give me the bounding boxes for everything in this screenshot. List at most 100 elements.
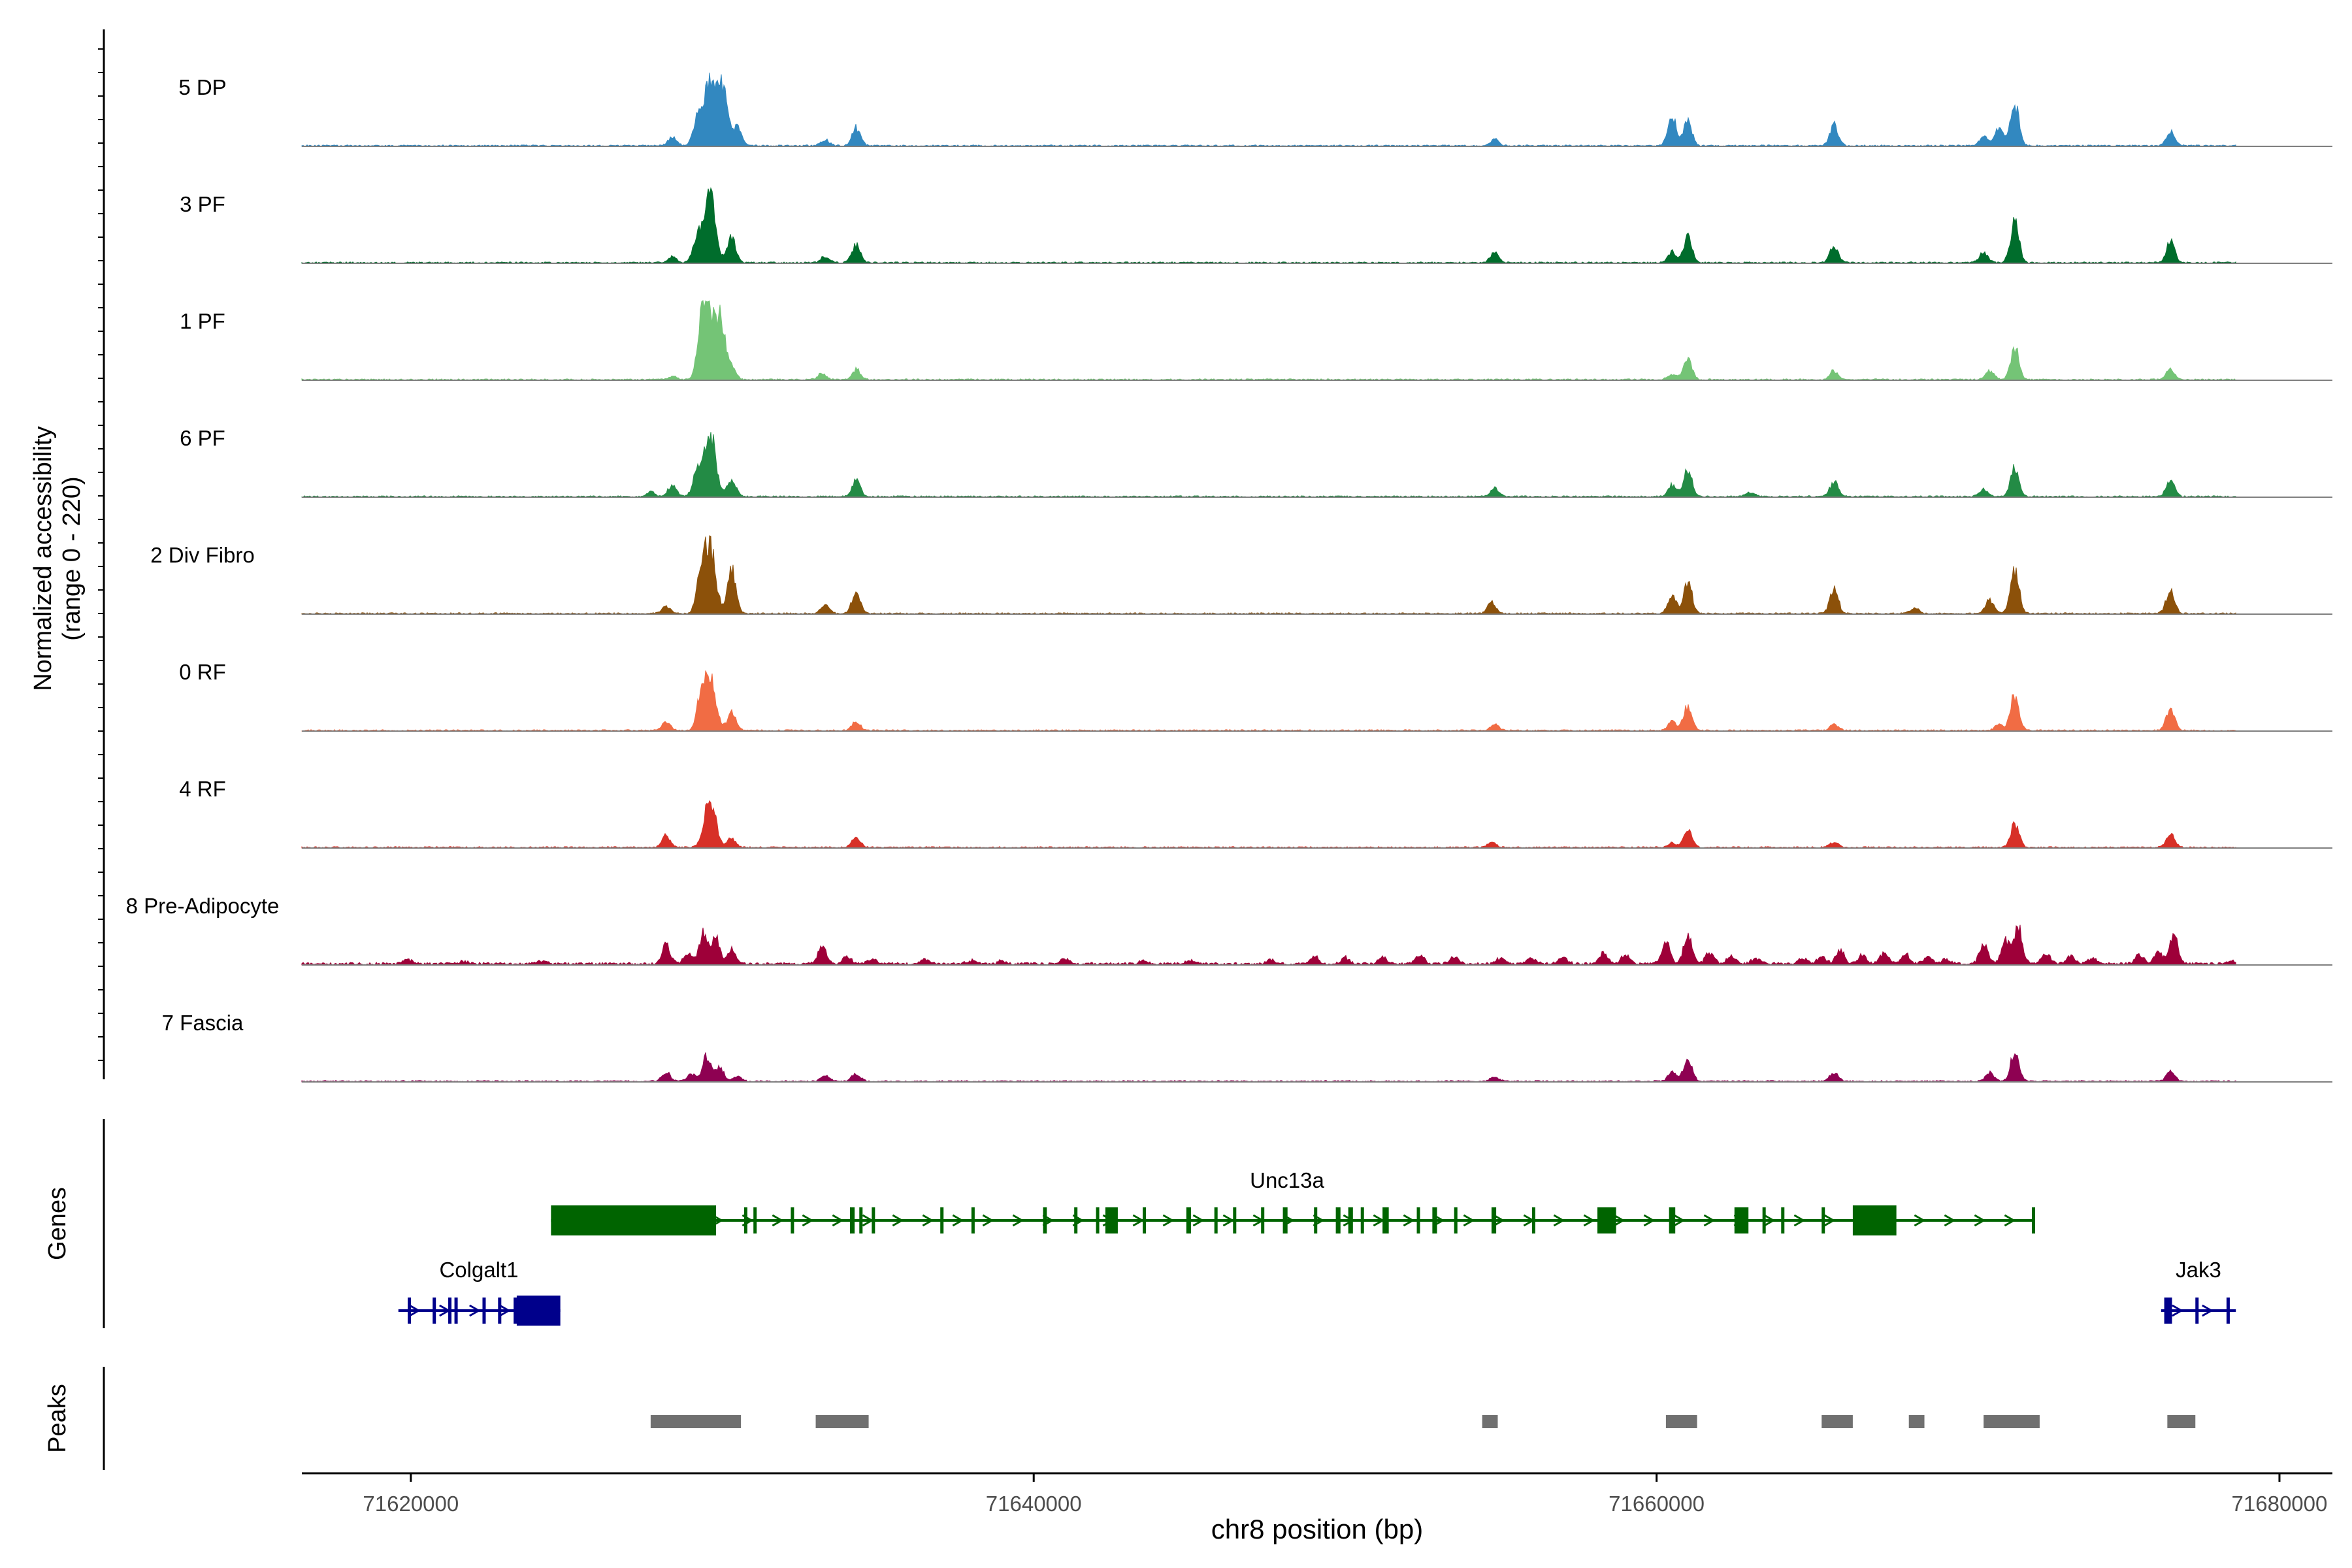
track-label: 8 Pre-Adipocyte — [126, 894, 280, 918]
gene-exon — [859, 1207, 863, 1233]
gene-exon — [1043, 1207, 1047, 1233]
gene-exon — [1186, 1207, 1191, 1233]
gene-exon — [940, 1207, 944, 1233]
gene-exon — [743, 1207, 747, 1233]
strand-chevron — [922, 1214, 934, 1227]
strand-chevron — [409, 1304, 421, 1317]
peak-region — [1665, 1415, 1697, 1428]
gene-exon — [1454, 1207, 1458, 1233]
gene-exon — [433, 1298, 436, 1324]
peak-region — [2167, 1415, 2196, 1428]
strand-chevron — [982, 1214, 994, 1227]
gene-annotations: Unc13a Colgalt1 Jak3 — [398, 1168, 2236, 1326]
track-label: 6 PF — [180, 426, 225, 450]
gene-exon — [1762, 1207, 1766, 1233]
gene-exon — [1233, 1207, 1237, 1233]
gene-exon — [1491, 1207, 1497, 1233]
gene-exon — [1214, 1207, 1218, 1233]
gene-exon — [516, 1296, 561, 1326]
strand-chevron — [1763, 1214, 1776, 1227]
gene-exon — [971, 1207, 975, 1233]
y-axis-label-line2: (range 0 - 220) — [58, 476, 86, 640]
strand-chevron — [1583, 1214, 1595, 1227]
peaks-panel-label: Peaks — [44, 1384, 71, 1453]
gene-exon — [753, 1207, 757, 1233]
x-axis-ticks: 71620000 71640000 71660000 71680000 — [363, 1473, 2327, 1516]
gene-exon — [1781, 1207, 1785, 1233]
gene-exon — [1432, 1207, 1437, 1233]
gene-exon — [1096, 1207, 1100, 1233]
strand-chevron — [1192, 1214, 1205, 1227]
strand-chevron — [892, 1214, 904, 1227]
strand-chevron — [1613, 1214, 1625, 1227]
gene-exon — [1382, 1207, 1389, 1233]
track-area — [301, 924, 2236, 966]
x-axis-label: chr8 position (bp) — [1211, 1514, 1424, 1544]
x-tick-label: 71620000 — [363, 1492, 459, 1516]
track-area — [301, 800, 2236, 849]
gene-unc13a: Unc13a — [551, 1168, 2035, 1235]
strand-chevron — [1553, 1214, 1565, 1227]
gene-exon — [408, 1298, 412, 1324]
gene-exon — [2226, 1298, 2230, 1324]
strand-chevron — [1222, 1214, 1235, 1227]
y-axis-label-line1: Normalized accessibility — [29, 426, 57, 691]
gene-exon — [2031, 1207, 2035, 1233]
gene-jak3: Jak3 — [2161, 1258, 2236, 1324]
peak-region — [815, 1415, 869, 1428]
gene-exon — [1669, 1207, 1676, 1233]
strand-chevron — [1914, 1214, 1926, 1227]
strand-chevron — [1974, 1214, 1986, 1227]
gene-exon — [514, 1298, 517, 1324]
gene-exon — [1348, 1207, 1353, 1233]
gene-exon — [1597, 1207, 1616, 1233]
strand-chevron — [1132, 1214, 1145, 1227]
gene-exon — [498, 1298, 502, 1324]
genes-panel-label: Genes — [44, 1187, 71, 1260]
peak-region — [1821, 1415, 1853, 1428]
peak-regions — [650, 1415, 2196, 1428]
track-6-pf: 6 PF — [180, 426, 2332, 498]
gene-exon — [1821, 1207, 1825, 1233]
track-label: 4 RF — [179, 777, 226, 801]
gene-exon — [1852, 1205, 1897, 1235]
track-3-pf: 3 PF — [180, 187, 2332, 264]
strand-chevron — [1162, 1214, 1175, 1227]
strand-chevron — [1463, 1214, 1475, 1227]
peak-region — [1908, 1415, 1925, 1428]
x-tick-label: 71640000 — [986, 1492, 1082, 1516]
track-label: 7 Fascia — [162, 1011, 244, 1035]
strand-chevron — [1403, 1214, 1415, 1227]
gene-exon — [482, 1298, 486, 1324]
strand-chevron — [772, 1214, 784, 1227]
coverage-tracks: 5 DP 3 PF 1 PF 6 PF 2 Div Fibro 0 RF 4 RF 8 Pre… — [126, 73, 2332, 1083]
strand-chevron — [1493, 1214, 1505, 1227]
gene-exon — [2195, 1298, 2199, 1324]
coverage-axis-ticks — [98, 48, 104, 1061]
gene-exon — [791, 1207, 794, 1233]
gene-exon — [1261, 1207, 1265, 1233]
strand-chevron — [2004, 1214, 2016, 1227]
gene-exon — [1531, 1207, 1535, 1233]
track-4-rf: 4 RF — [179, 777, 2332, 849]
gene-exon — [1734, 1207, 1749, 1233]
strand-chevron — [2202, 1304, 2213, 1317]
gene-label: Unc13a — [1250, 1168, 1324, 1192]
gene-exon — [1074, 1207, 1078, 1233]
track-8-pre-adipocyte: 8 Pre-Adipocyte — [126, 894, 2332, 966]
gene-label: Jak3 — [2176, 1258, 2221, 1282]
track-5-dp: 5 DP — [178, 73, 2332, 147]
gene-exon — [849, 1207, 855, 1233]
gene-exon — [1282, 1207, 1288, 1233]
strand-chevron — [1944, 1214, 1956, 1227]
track-label: 5 DP — [178, 75, 226, 99]
track-2-div-fibro: 2 Div Fibro — [150, 535, 2332, 615]
peak-region — [650, 1415, 742, 1428]
strand-chevron — [952, 1214, 964, 1227]
strand-chevron — [1673, 1214, 1686, 1227]
gene-exon — [872, 1207, 875, 1233]
gene-exon — [551, 1205, 716, 1235]
x-tick-label: 71680000 — [2232, 1492, 2328, 1516]
